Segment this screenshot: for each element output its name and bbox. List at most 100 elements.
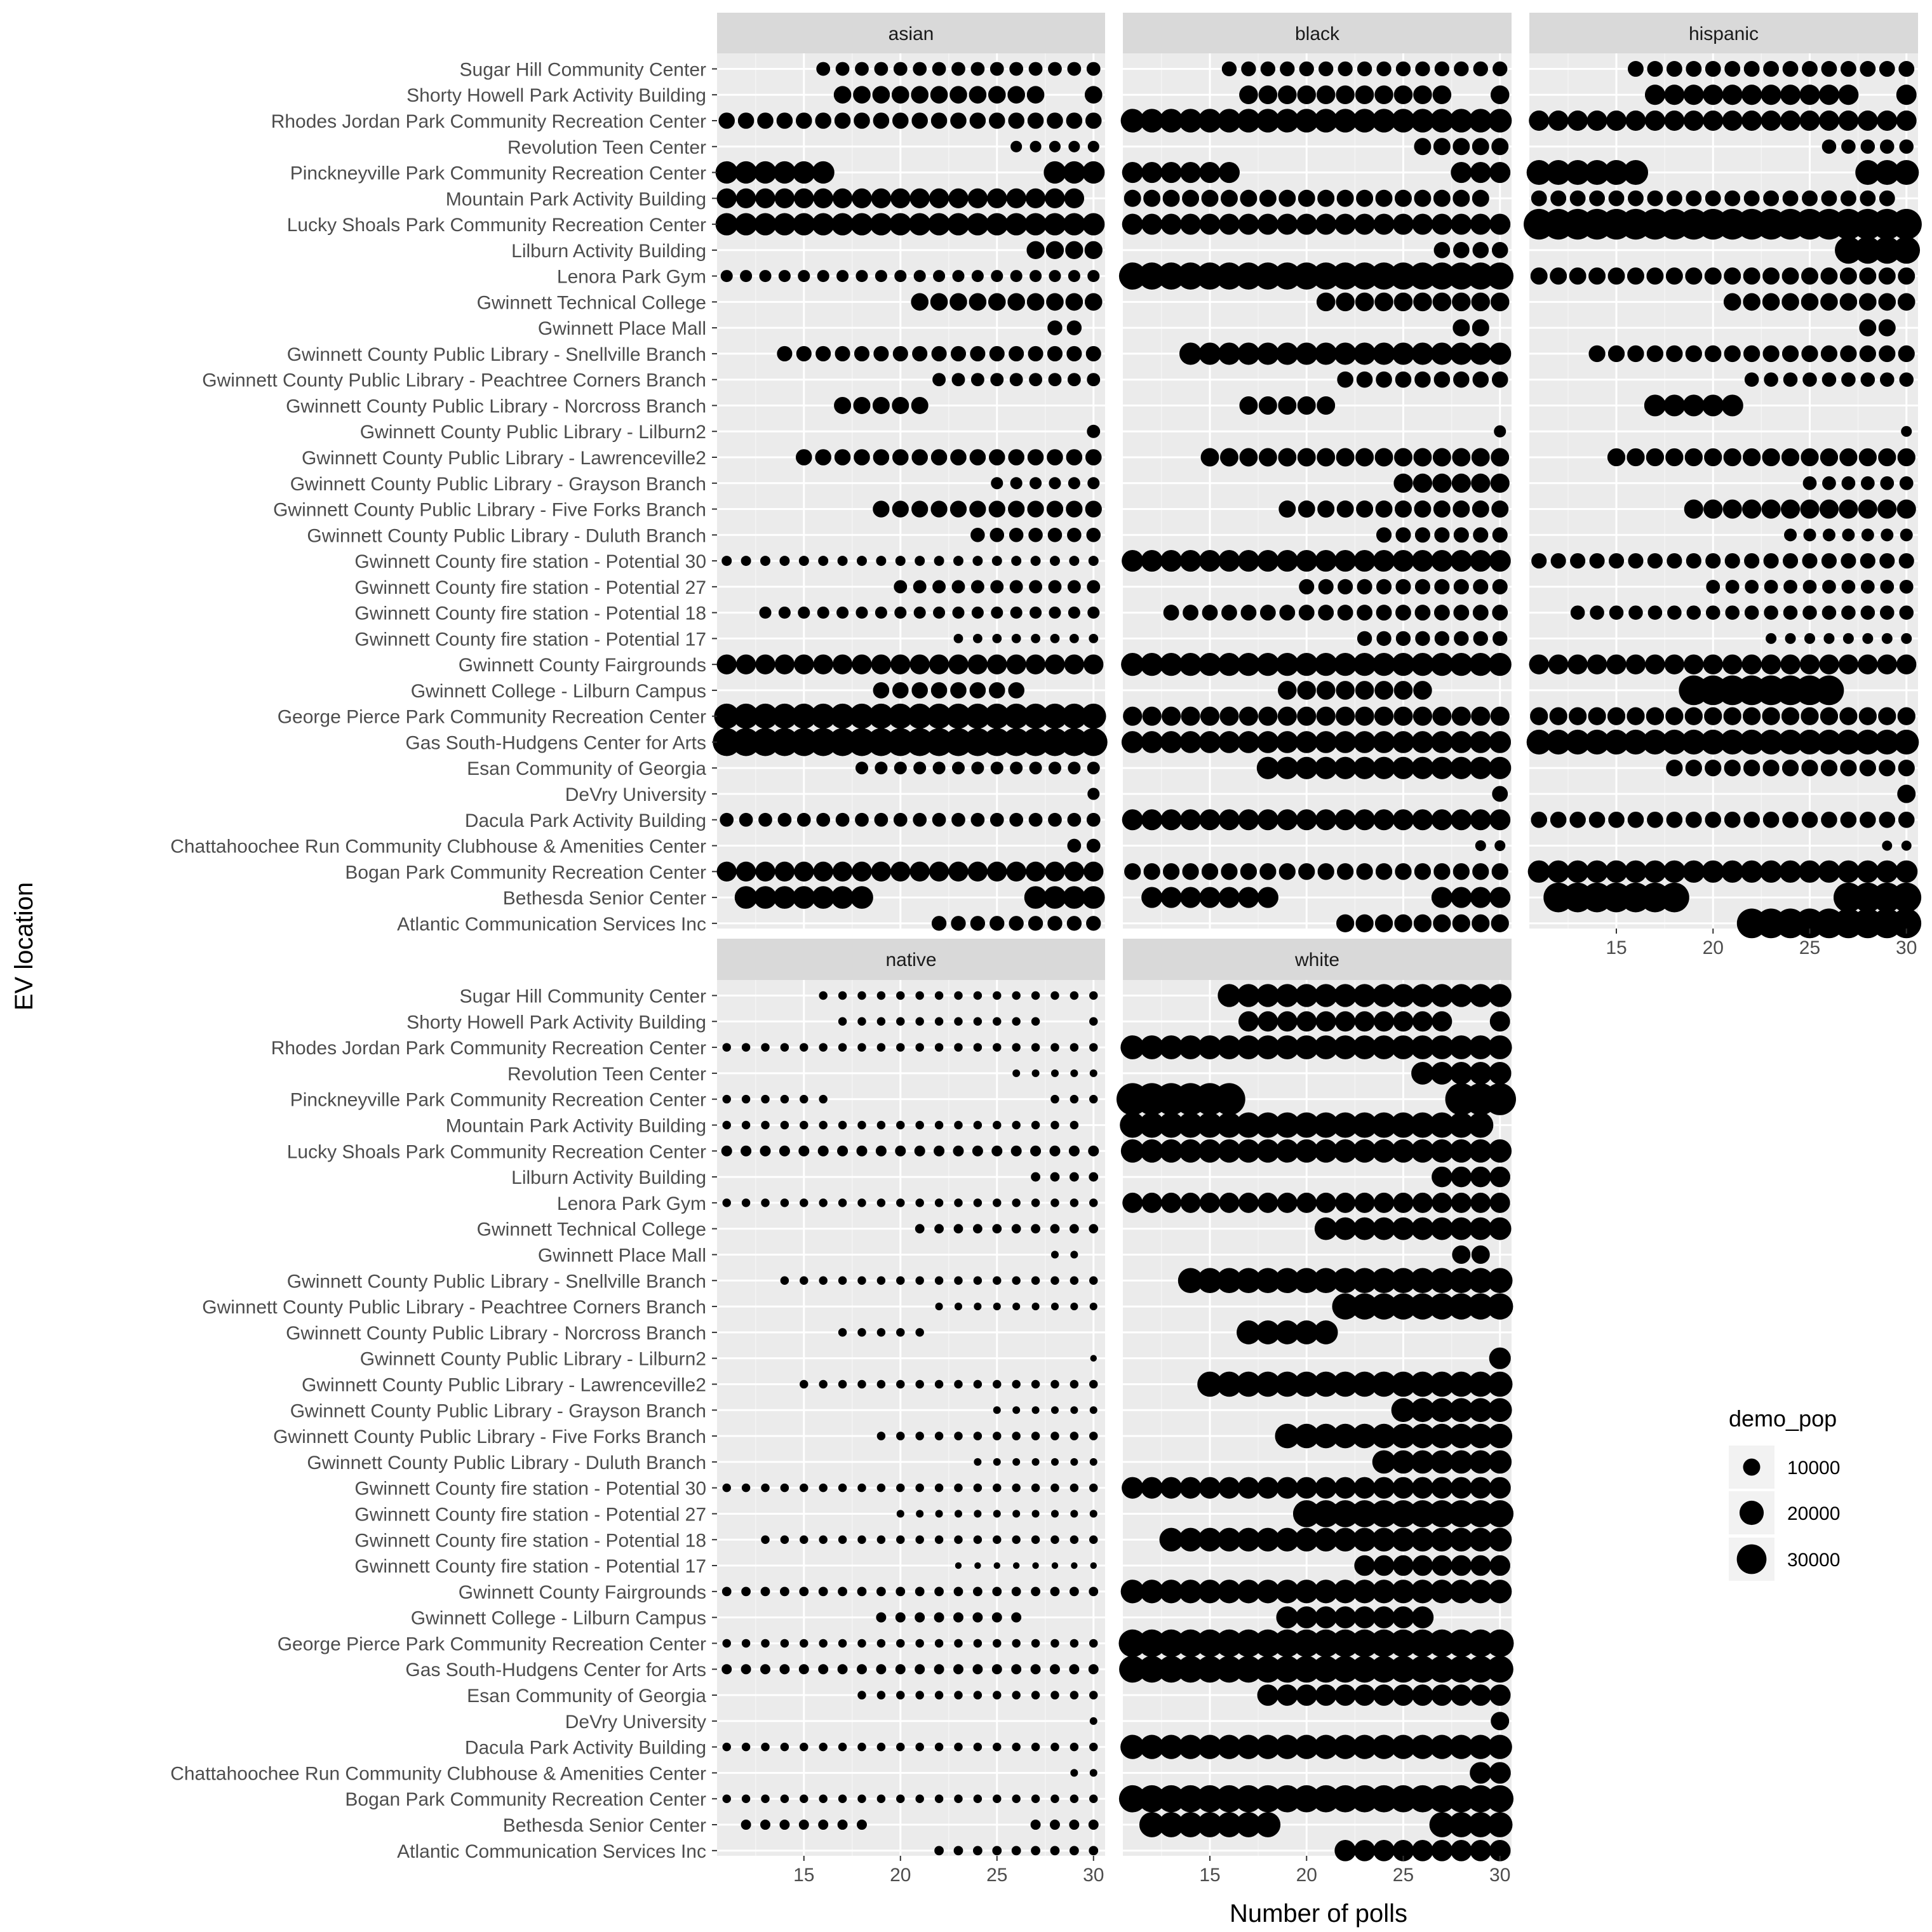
dot-hispanic-gas-south-hudgens-center-for-arts-26 bbox=[1816, 729, 1842, 755]
dot-asian-george-pierce-park-community-recreation-center-24 bbox=[965, 703, 991, 729]
dot-asian-gwinnett-county-public-library-norcross-branch-17 bbox=[834, 396, 852, 414]
dot-black-sugar-hill-community-center-21 bbox=[1318, 61, 1334, 77]
dot-white-gwinnett-county-public-library-five-forks-branch-20 bbox=[1294, 1423, 1319, 1449]
dot-native-gwinnett-county-fairgrounds-21 bbox=[915, 1587, 925, 1597]
dot-hispanic-gwinnett-county-public-library-lilburn2-30 bbox=[1901, 426, 1912, 437]
dot-asian-gwinnett-technical-college-29 bbox=[1065, 293, 1083, 311]
dot-hispanic-revolution-teen-center-28 bbox=[1860, 139, 1875, 154]
dot-hispanic-gwinnett-county-public-library-snellville-branch-29 bbox=[1879, 345, 1896, 363]
dot-black-gwinnett-county-public-library-snellville-branch-27 bbox=[1430, 342, 1453, 365]
dot-native-shorty-howell-park-activity-building-22 bbox=[934, 1017, 944, 1026]
dot-black-gwinnett-county-fire-station-potential-30-29 bbox=[1470, 550, 1492, 572]
dot-asian-george-pierce-park-community-recreation-center-22 bbox=[926, 703, 952, 729]
dot-native-gwinnett-county-fire-station-potential-27-21 bbox=[916, 1510, 924, 1518]
dot-white-gwinnett-county-fire-station-potential-18-24 bbox=[1372, 1527, 1396, 1552]
dot-white-lenora-park-gym-15 bbox=[1200, 1192, 1220, 1213]
dot-black-gwinnett-county-public-library-snellville-branch-14 bbox=[1179, 342, 1202, 365]
dot-asian-gwinnett-county-public-library-five-forks-branch-28 bbox=[1046, 500, 1064, 518]
dot-native-dacula-park-activity-building-19 bbox=[876, 1742, 886, 1752]
row-label-gwinnett-technical-college: Gwinnett Technical College bbox=[477, 292, 706, 313]
dot-native-mountain-park-activity-building-19 bbox=[876, 1120, 886, 1130]
dot-black-devry-university-30 bbox=[1492, 786, 1508, 802]
dot-native-pinckneyville-park-community-recreation-center-28 bbox=[1050, 1094, 1059, 1104]
dot-hispanic-sugar-hill-community-center-28 bbox=[1860, 61, 1876, 77]
dot-asian-dacula-park-activity-building-16 bbox=[816, 812, 831, 827]
dot-asian-pinckneyville-park-community-recreation-center-29 bbox=[1063, 161, 1085, 184]
dot-native-gwinnett-county-public-library-peachtree-corners-branch-25 bbox=[993, 1303, 1001, 1311]
dot-black-pinckneyville-park-community-recreation-center-30 bbox=[1489, 162, 1511, 184]
dot-black-gwinnett-county-fire-station-potential-18-26 bbox=[1414, 605, 1431, 621]
dot-hispanic-gwinnett-county-fairgrounds-26 bbox=[1819, 654, 1839, 674]
dot-hispanic-shorty-howell-park-activity-building-19 bbox=[1683, 84, 1704, 105]
dot-native-esan-community-of-georgia-24 bbox=[973, 1691, 983, 1700]
dot-native-lucky-shoals-park-community-recreation-center-16 bbox=[817, 1145, 829, 1157]
dot-native-mountain-park-activity-building-21 bbox=[915, 1120, 924, 1130]
dot-native-gas-south-hudgens-center-for-arts-13 bbox=[760, 1664, 770, 1675]
dot-native-gwinnett-county-fairgrounds-11 bbox=[721, 1587, 732, 1597]
dot-black-gwinnett-county-fire-station-potential-27-29 bbox=[1473, 579, 1489, 594]
dot-asian-lenora-park-gym-18 bbox=[855, 270, 868, 283]
dot-native-gwinnett-county-fairgrounds-20 bbox=[896, 1587, 906, 1597]
dot-hispanic-esan-community-of-georgia-18 bbox=[1666, 760, 1683, 777]
dot-native-bethesda-senior-center-15 bbox=[798, 1820, 809, 1830]
dot-asian-lenora-park-gym-16 bbox=[817, 270, 829, 283]
dot-asian-dacula-park-activity-building-24 bbox=[970, 812, 985, 827]
dot-hispanic-sugar-hill-community-center-16 bbox=[1628, 61, 1644, 77]
dot-hispanic-george-pierce-park-community-recreation-center-29 bbox=[1878, 707, 1896, 725]
dot-asian-lucky-shoals-park-community-recreation-center-17 bbox=[831, 213, 854, 236]
legend-key-10000 bbox=[1743, 1458, 1761, 1476]
dot-native-gwinnett-county-public-library-duluth-branch-30 bbox=[1089, 1458, 1097, 1466]
dot-white-lenora-park-gym-17 bbox=[1238, 1192, 1259, 1213]
dot-native-george-pierce-park-community-recreation-center-16 bbox=[819, 1639, 828, 1648]
row-label-gwinnett-county-fire-station-potential-27: Gwinnett County fire station - Potential… bbox=[354, 1504, 706, 1525]
dot-native-rhodes-jordan-park-community-recreation-center-27 bbox=[1031, 1043, 1040, 1052]
dot-white-gas-south-hudgens-center-for-arts-11 bbox=[1119, 1656, 1146, 1683]
dot-asian-gwinnett-county-public-library-five-forks-branch-24 bbox=[969, 500, 986, 518]
dot-black-rhodes-jordan-park-community-recreation-center-28 bbox=[1449, 109, 1473, 133]
dot-white-sugar-hill-community-center-30 bbox=[1488, 984, 1512, 1007]
dot-black-revolution-teen-center-29 bbox=[1472, 138, 1489, 156]
dot-native-bethesda-senior-center-28 bbox=[1049, 1820, 1060, 1830]
dot-asian-gwinnett-county-fire-station-potential-17-26 bbox=[1011, 633, 1021, 643]
dot-white-dacula-park-activity-building-23 bbox=[1352, 1734, 1377, 1759]
dot-black-dacula-park-activity-building-18 bbox=[1257, 809, 1278, 831]
dot-native-gwinnett-county-public-library-lawrenceville2-25 bbox=[993, 1379, 1002, 1389]
dot-asian-gwinnett-county-public-library-peachtree-corners-branch-24 bbox=[970, 373, 984, 387]
dot-black-gwinnett-county-fire-station-potential-18-17 bbox=[1240, 605, 1257, 621]
dot-white-esan-community-of-georgia-27 bbox=[1431, 1684, 1453, 1706]
dot-native-lenora-park-gym-13 bbox=[761, 1198, 770, 1207]
dot-black-esan-community-of-georgia-30 bbox=[1489, 756, 1512, 779]
dot-black-gas-south-hudgens-center-for-arts-12 bbox=[1141, 731, 1164, 753]
dot-white-gwinnett-county-fire-station-potential-17-28 bbox=[1451, 1555, 1472, 1576]
row-label-pinckneyville-park-community-recreation-center: Pinckneyville Park Community Recreation … bbox=[290, 1090, 706, 1111]
dot-native-dacula-park-activity-building-27 bbox=[1031, 1742, 1040, 1752]
dot-hispanic-sugar-hill-community-center-29 bbox=[1879, 61, 1895, 77]
dot-black-gas-south-hudgens-center-for-arts-18 bbox=[1257, 731, 1279, 753]
dot-white-gwinnett-county-public-library-duluth-branch-30 bbox=[1488, 1450, 1512, 1474]
dot-native-rhodes-jordan-park-community-recreation-center-23 bbox=[954, 1043, 963, 1052]
dot-native-dacula-park-activity-building-29 bbox=[1070, 1742, 1079, 1752]
dot-asian-mountain-park-activity-building-13 bbox=[755, 188, 775, 208]
dot-white-mountain-park-activity-building-29 bbox=[1468, 1112, 1494, 1138]
dot-white-rhodes-jordan-park-community-recreation-center-13 bbox=[1159, 1035, 1183, 1059]
dot-black-rhodes-jordan-park-community-recreation-center-29 bbox=[1468, 109, 1493, 133]
dot-asian-gwinnett-county-public-library-duluth-branch-28 bbox=[1047, 528, 1063, 542]
dot-native-esan-community-of-georgia-21 bbox=[915, 1691, 924, 1700]
dot-hispanic-gwinnett-county-public-library-grayson-branch-28 bbox=[1860, 476, 1875, 490]
dot-white-dacula-park-activity-building-25 bbox=[1391, 1734, 1416, 1759]
dot-asian-gwinnett-county-fire-station-potential-17-25 bbox=[992, 633, 1002, 643]
dot-asian-bethesda-senior-center-13 bbox=[754, 886, 777, 909]
dot-native-gwinnett-county-fire-station-potential-18-15 bbox=[800, 1535, 808, 1545]
dot-hispanic-gwinnett-county-public-library-grayson-branch-25 bbox=[1802, 476, 1817, 490]
dot-asian-gwinnett-college-lilburn-campus-19 bbox=[873, 682, 890, 699]
dot-asian-bogan-park-community-recreation-center-24 bbox=[967, 861, 988, 882]
dot-asian-lenora-park-gym-27 bbox=[1030, 270, 1042, 283]
dot-white-lenora-park-gym-26 bbox=[1412, 1192, 1433, 1213]
dot-hispanic-gwinnett-technical-college-29 bbox=[1878, 293, 1896, 311]
dot-hispanic-dacula-park-activity-building-25 bbox=[1801, 811, 1818, 828]
dot-native-gwinnett-county-fairgrounds-29 bbox=[1069, 1587, 1079, 1597]
dot-black-gwinnett-county-fire-station-potential-30-27 bbox=[1431, 550, 1453, 572]
dot-black-gwinnett-college-lilburn-campus-26 bbox=[1413, 681, 1432, 700]
dot-native-lenora-park-gym-30 bbox=[1089, 1198, 1098, 1207]
